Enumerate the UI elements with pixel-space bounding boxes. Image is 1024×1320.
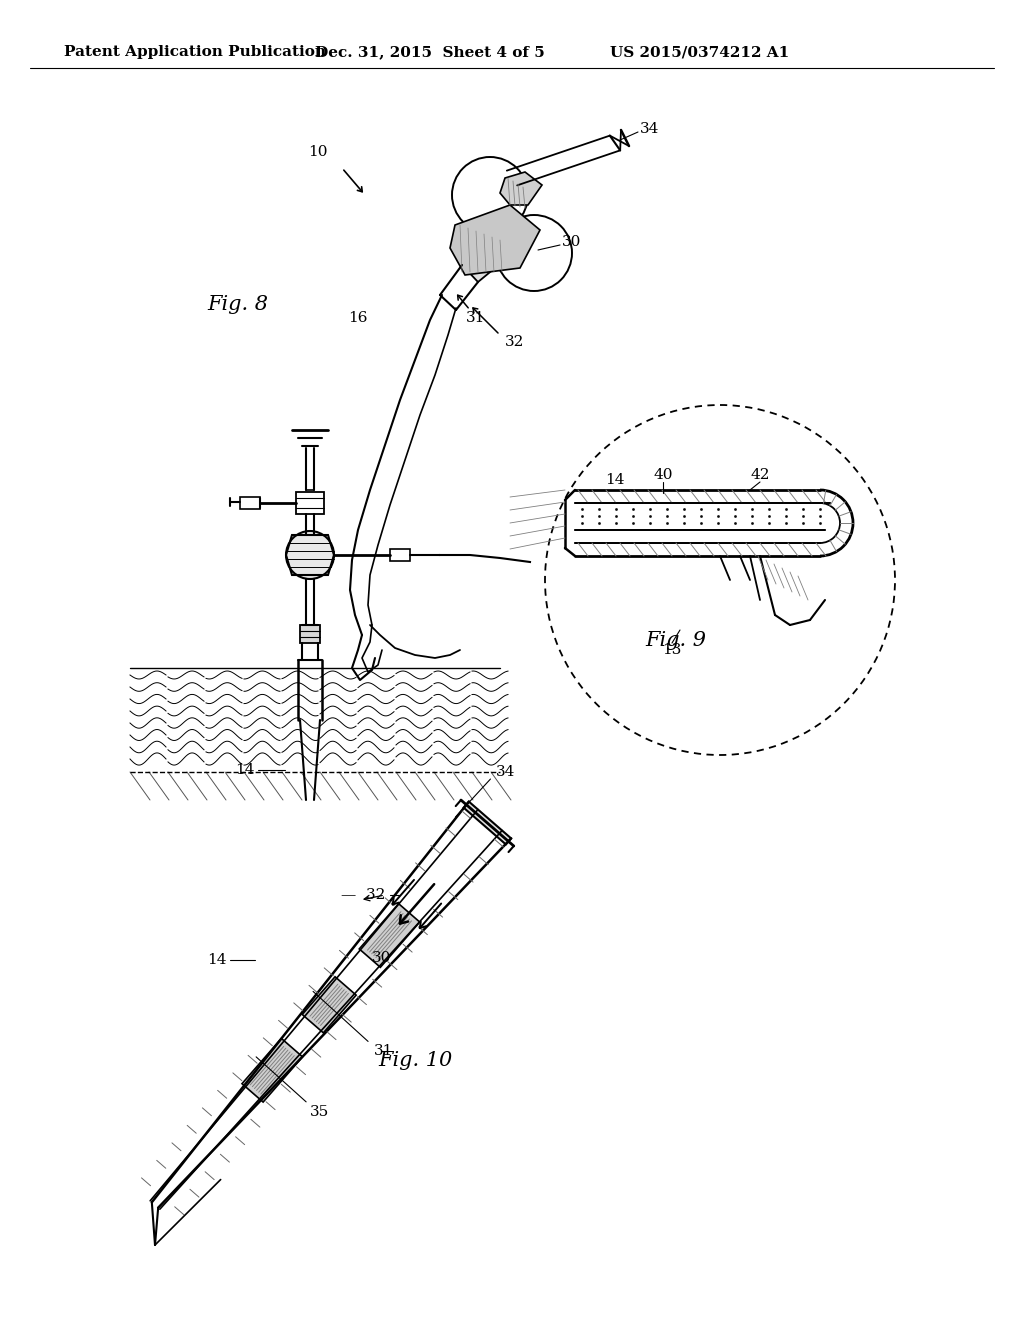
Text: 34: 34 bbox=[496, 766, 515, 779]
Text: 14: 14 bbox=[236, 763, 255, 777]
Text: 13: 13 bbox=[663, 643, 682, 657]
Text: 40: 40 bbox=[653, 469, 673, 482]
Text: 16: 16 bbox=[348, 312, 368, 325]
Polygon shape bbox=[500, 172, 542, 205]
Polygon shape bbox=[450, 205, 540, 275]
Text: 35: 35 bbox=[309, 1105, 329, 1119]
Text: 30: 30 bbox=[372, 950, 391, 965]
Polygon shape bbox=[359, 904, 420, 968]
Text: US 2015/0374212 A1: US 2015/0374212 A1 bbox=[610, 45, 790, 59]
Text: 31: 31 bbox=[374, 1044, 393, 1059]
Text: Fig. 9: Fig. 9 bbox=[645, 631, 706, 649]
Text: 14: 14 bbox=[605, 473, 625, 487]
Text: 30: 30 bbox=[562, 235, 582, 249]
Text: Dec. 31, 2015  Sheet 4 of 5: Dec. 31, 2015 Sheet 4 of 5 bbox=[315, 45, 545, 59]
FancyBboxPatch shape bbox=[300, 624, 319, 643]
Polygon shape bbox=[242, 1039, 302, 1102]
Text: 42: 42 bbox=[751, 469, 770, 482]
Polygon shape bbox=[464, 801, 511, 845]
Text: Fig. 10: Fig. 10 bbox=[378, 1051, 453, 1069]
Text: —  32: — 32 bbox=[341, 888, 385, 902]
Text: 10: 10 bbox=[308, 145, 328, 158]
Text: 14: 14 bbox=[207, 953, 226, 968]
Polygon shape bbox=[302, 977, 356, 1032]
Text: 34: 34 bbox=[640, 121, 659, 136]
Text: Patent Application Publication: Patent Application Publication bbox=[63, 45, 326, 59]
Text: Fig. 8: Fig. 8 bbox=[207, 296, 268, 314]
Polygon shape bbox=[462, 253, 495, 282]
Text: 32: 32 bbox=[505, 335, 524, 348]
Text: 31: 31 bbox=[466, 312, 485, 325]
Circle shape bbox=[286, 531, 334, 579]
